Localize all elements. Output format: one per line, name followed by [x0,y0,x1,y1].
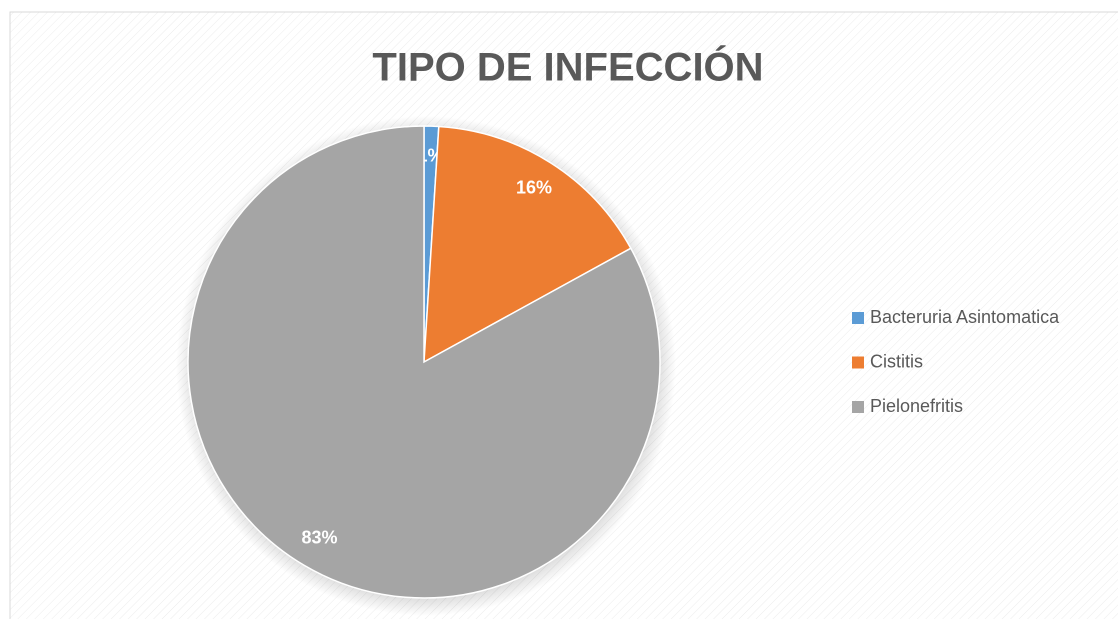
data-label: 83% [301,527,337,547]
legend-swatch [852,312,864,324]
legend-label: Cistitis [870,351,923,371]
legend-label: Bacteruria Asintomatica [870,307,1060,327]
pie-slice [423,125,632,364]
legend-swatch [852,356,864,369]
legend-swatch [852,401,864,413]
legend-label: Pielonefritis [870,396,963,416]
pie-slice [187,125,661,599]
chart-title: TIPO DE INFECCIÓN [372,44,763,90]
data-label: 16% [516,177,552,197]
